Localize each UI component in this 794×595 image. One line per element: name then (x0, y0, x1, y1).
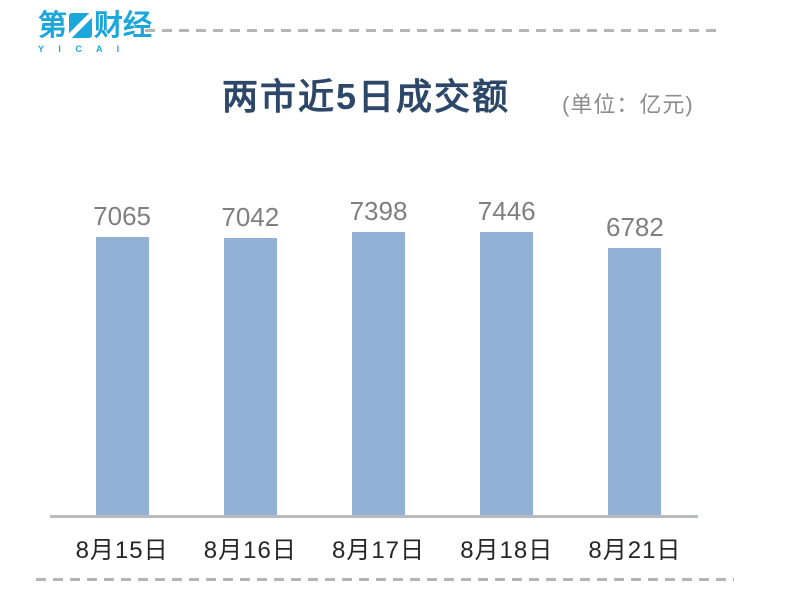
bar-column: 7398 (314, 198, 442, 515)
bar-column: 6782 (571, 198, 699, 515)
chart-title: 两市近5日成交额 (222, 76, 511, 117)
x-axis-tick-label: 8月21日 (588, 537, 682, 564)
bar-value-label: 7446 (477, 196, 536, 226)
bottom-dashed-divider (36, 578, 734, 581)
bar-chart-plot-area: 7065 7042 7398 7446 6782 (58, 198, 699, 515)
x-axis-tick-label: 8月17日 (331, 537, 426, 564)
bar-value-label: 7042 (221, 202, 280, 232)
top-dashed-divider (145, 29, 722, 32)
x-axis-tick-label: 8月18日 (460, 537, 554, 564)
bar-column: 7065 (58, 198, 186, 515)
logo-char-prefix: 第 (38, 10, 68, 42)
chart-unit-label: (单位：亿元) (562, 92, 694, 117)
x-axis-tick-label: 8月16日 (203, 537, 297, 564)
logo-char-suffix: 财经 (94, 10, 153, 42)
bar (608, 248, 662, 515)
bar (95, 237, 149, 515)
bar-value-label: 6782 (605, 212, 664, 242)
bar (223, 238, 277, 515)
yicai-logo-text: 第 财经 (38, 12, 156, 41)
bar-value-label: 7398 (349, 196, 408, 226)
bar-column: 7446 (443, 198, 571, 515)
yicai-logo: 第 财经 Y I C A I (38, 12, 156, 55)
bar (352, 232, 405, 515)
yicai-logo-subtext: Y I C A I (38, 44, 126, 54)
x-axis-tick-label: 8月15日 (75, 537, 169, 564)
bar (480, 232, 534, 515)
bar-column: 7042 (186, 198, 314, 515)
yicai-logo-mark-icon (69, 13, 93, 38)
bar-value-label: 7065 (93, 201, 152, 231)
x-axis-line (50, 515, 698, 518)
x-axis-labels: 8月15日 8月16日 8月17日 8月18日 8月21日 (58, 530, 699, 565)
